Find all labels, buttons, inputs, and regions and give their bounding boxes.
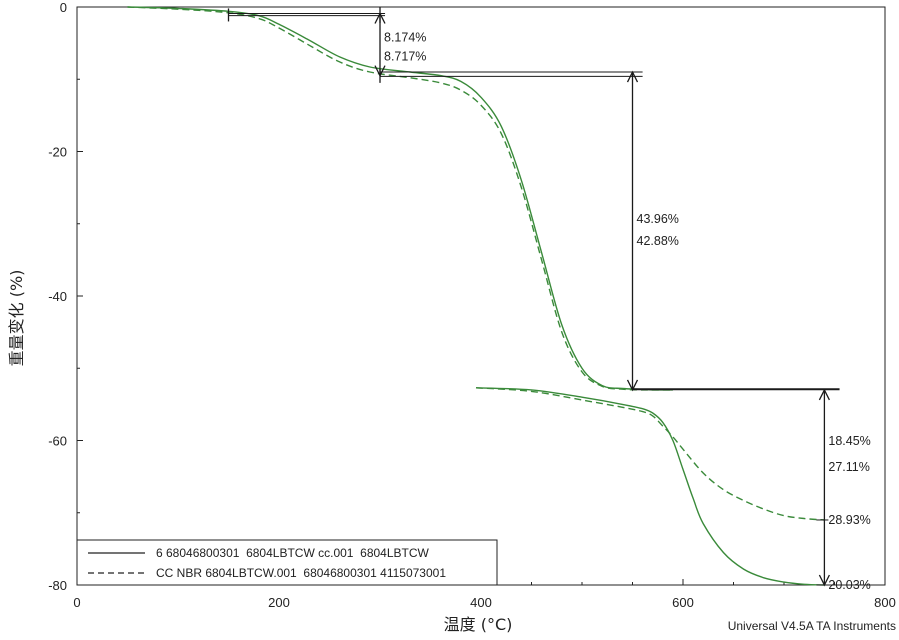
x-tick-label: 600: [672, 595, 694, 610]
step-label-3-1: 18.45%: [828, 434, 870, 448]
step-label-1-2: 8.717%: [384, 50, 426, 64]
x-tick-label: 200: [268, 595, 290, 610]
legend-box: [76, 539, 498, 586]
x-tick-label: 400: [470, 595, 492, 610]
axes: 0 200 400 600 800 0 -20 -40 -60 -80: [48, 0, 896, 610]
legend-label-1: 6 68046800301 6804LBTCW cc.001 6804LBTCW: [156, 546, 430, 560]
legend: 6 68046800301 6804LBTCW cc.001 6804LBTCW…: [76, 539, 498, 586]
plot-frame: [76, 6, 886, 586]
series-1-line-2: [475, 387, 825, 586]
series-2-line-1: [127, 6, 673, 391]
y-tick-label: -20: [48, 145, 67, 160]
y-tick-label: 0: [60, 0, 67, 15]
step-label-2-2: 42.88%: [637, 234, 679, 248]
y-tick-label: -80: [48, 578, 67, 593]
x-tick-label: 0: [73, 595, 80, 610]
step-label-2-1: 43.96%: [637, 212, 679, 226]
y-axis-label: 重量变化 (%): [7, 270, 26, 367]
step-label-3-2: 27.11%: [828, 460, 869, 474]
end-label-2: 20.03%: [828, 578, 870, 592]
x-axis-label: 温度 (°C): [444, 615, 513, 634]
y-tick-label: -60: [48, 434, 67, 449]
annotation-group: 8.174% 8.717% 43.96% 42.88% 18.45% 27.11% 28.9…: [227, 7, 871, 592]
series-group: [127, 6, 825, 586]
step-label-1-1: 8.174%: [384, 31, 426, 45]
x-tick-label: 800: [874, 595, 896, 610]
end-label-1: 28.93%: [828, 513, 870, 527]
legend-label-2: CC NBR 6804LBTCW.001 68046800301 4115073…: [156, 566, 446, 580]
series-1-line-1: [127, 6, 673, 391]
y-tick-label: -40: [48, 289, 67, 304]
footer-credit: Universal V4.5A TA Instruments: [728, 619, 896, 633]
series-2-line-2: [475, 387, 825, 521]
